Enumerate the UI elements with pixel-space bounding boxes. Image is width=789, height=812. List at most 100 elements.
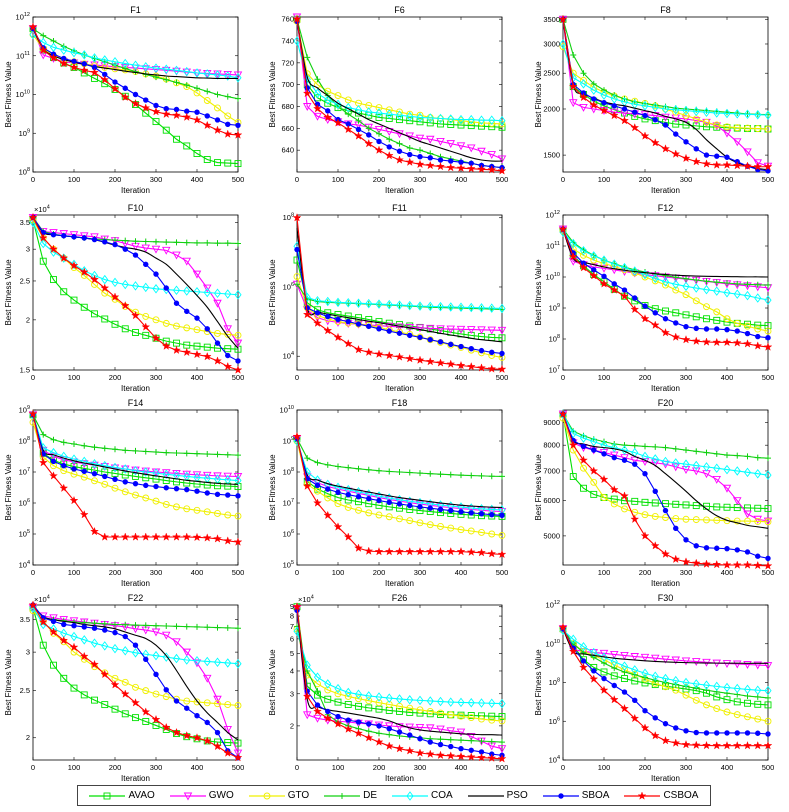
y-tick-label: 1012	[546, 600, 560, 610]
data-point-marker	[744, 699, 751, 707]
y-tick-label: 104	[549, 755, 560, 765]
data-point-marker	[416, 706, 424, 714]
data-point-marker	[498, 115, 506, 126]
x-tick-label: 200	[639, 568, 652, 577]
data-point-marker	[173, 623, 180, 630]
y-tick-label: 109	[19, 405, 30, 415]
x-tick-label: 0	[561, 175, 565, 184]
data-point-marker	[591, 668, 597, 674]
data-point-marker	[49, 244, 58, 253]
data-point-marker	[345, 318, 351, 325]
data-point-marker	[478, 511, 485, 517]
data-point-marker	[313, 706, 322, 716]
data-point-marker	[712, 559, 722, 569]
data-point-marker	[415, 547, 425, 556]
data-point-marker	[395, 744, 404, 753]
data-point-marker	[703, 152, 710, 158]
data-point-marker	[427, 739, 433, 745]
data-point-marker	[91, 281, 98, 288]
data-point-marker	[467, 302, 475, 313]
data-point-marker	[673, 320, 679, 326]
legend-marker	[104, 792, 111, 799]
data-point-marker	[477, 147, 486, 156]
data-point-marker	[426, 696, 434, 706]
data-point-marker	[610, 495, 618, 503]
y-tick-label: 640	[281, 146, 294, 155]
data-point-marker	[324, 494, 332, 502]
chart-f6: F6 0 100 200 300 400 500 640 660 680 700 720 740 760 I…	[268, 5, 508, 195]
data-point-marker	[396, 729, 403, 735]
data-point-marker	[458, 343, 464, 350]
series-sboa	[560, 411, 771, 562]
data-point-marker	[722, 741, 732, 750]
data-point-marker	[407, 151, 413, 158]
data-point-marker	[448, 743, 454, 750]
data-point-marker	[120, 532, 130, 541]
data-point-marker	[366, 495, 372, 502]
series-gto	[29, 418, 242, 520]
data-point-marker	[488, 473, 495, 480]
data-point-marker	[365, 509, 373, 517]
data-point-marker	[599, 474, 609, 484]
data-point-marker	[487, 549, 497, 558]
data-point-marker	[702, 337, 711, 346]
data-point-marker	[28, 409, 38, 418]
data-point-marker	[754, 109, 762, 120]
series-line-pso	[562, 228, 769, 278]
y-tick-label: 3	[26, 648, 30, 657]
y-axis-multiplier: ×104	[34, 595, 50, 605]
data-point-marker	[650, 320, 660, 329]
data-point-marker	[385, 693, 393, 703]
data-point-marker	[162, 319, 170, 327]
data-point-marker	[724, 730, 730, 736]
data-point-marker	[50, 276, 57, 284]
x-tick-label: 100	[598, 373, 611, 382]
data-point-marker	[580, 70, 587, 77]
data-point-marker	[203, 97, 211, 104]
data-point-marker	[384, 350, 394, 360]
data-point-marker	[559, 43, 567, 51]
data-point-marker	[569, 238, 577, 249]
chart-f22: F22 0 100 200 300 400 500 2 2.5 3 3.5 ×104 Iteration…	[4, 593, 244, 783]
data-point-marker	[345, 717, 351, 723]
y-tick-label: 2.5	[20, 686, 30, 695]
data-point-marker	[333, 719, 343, 728]
data-point-marker	[192, 733, 202, 742]
data-point-marker	[609, 695, 619, 704]
data-point-marker	[754, 685, 762, 695]
plot-area	[296, 214, 503, 371]
data-point-marker	[343, 339, 353, 348]
data-point-marker	[203, 343, 211, 351]
data-point-marker	[49, 471, 58, 480]
chart-f10: F10 0 100 200 300 400 500 1.5 2 2.5 3 3.5 ×104 Iterat…	[4, 203, 244, 393]
data-point-marker	[406, 708, 414, 716]
series-pso	[32, 604, 239, 741]
x-tick-label: 0	[561, 568, 565, 577]
data-point-marker	[682, 281, 690, 292]
chart-f8: F8 0 100 200 300 400 500 1500 2000 2500 3000 3500 It…	[534, 5, 774, 195]
plot-area	[562, 214, 769, 371]
data-point-marker	[631, 677, 639, 685]
data-point-marker	[194, 315, 200, 321]
data-point-marker	[143, 261, 149, 268]
data-point-marker	[642, 303, 648, 309]
data-point-marker	[344, 701, 352, 708]
data-point-marker	[163, 449, 170, 456]
data-point-marker	[182, 648, 192, 657]
data-point-marker	[235, 240, 241, 247]
series-pso	[562, 628, 769, 664]
data-point-marker	[161, 532, 171, 541]
data-point-marker	[224, 345, 232, 353]
data-point-marker	[723, 696, 731, 704]
data-point-marker	[132, 447, 139, 454]
data-point-marker	[80, 635, 88, 645]
data-point-marker	[364, 347, 374, 357]
data-point-marker	[192, 349, 202, 359]
data-point-marker	[478, 347, 485, 354]
data-point-marker	[723, 123, 731, 131]
data-point-marker	[642, 112, 648, 119]
data-point-marker	[406, 517, 414, 525]
data-point-marker	[70, 648, 78, 656]
x-tick-label: 300	[414, 568, 427, 577]
y-tick-label: 4	[290, 666, 294, 675]
